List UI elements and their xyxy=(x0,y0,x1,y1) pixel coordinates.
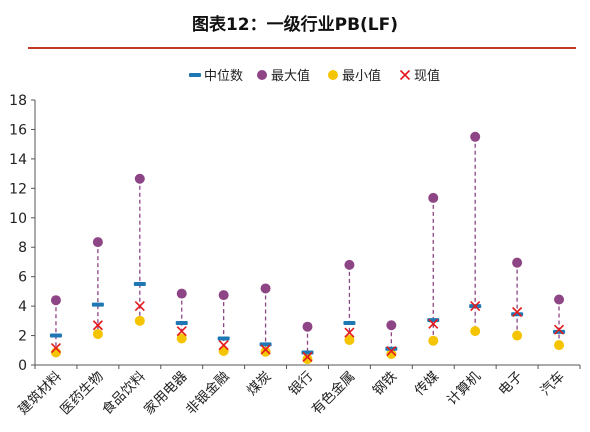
max-point xyxy=(218,290,229,301)
y-tick-label: 18 xyxy=(9,93,27,109)
y-tick-label: 0 xyxy=(18,358,27,374)
current-mark xyxy=(386,345,397,357)
current-mark xyxy=(218,340,229,351)
min-point xyxy=(512,330,523,341)
median-mark xyxy=(217,336,230,341)
legend-label: 中位数 xyxy=(204,69,243,84)
min-point xyxy=(554,340,565,351)
min-point xyxy=(302,354,313,365)
median-mark xyxy=(343,321,356,326)
legend-label: 现值 xyxy=(414,68,440,84)
y-tick-label: 12 xyxy=(9,181,27,197)
x-category-label: 医药生物 xyxy=(57,369,106,418)
max-point xyxy=(260,283,271,294)
x-category-label: 有色金属 xyxy=(308,368,358,418)
min-point xyxy=(92,329,103,340)
min-point xyxy=(386,348,397,359)
current-mark xyxy=(344,327,355,338)
legend-min-symbol xyxy=(328,70,338,80)
x-category-label: 银行 xyxy=(286,369,316,399)
max-point xyxy=(386,320,397,331)
current-mark xyxy=(302,351,313,362)
y-tick-label: 10 xyxy=(9,211,27,227)
x-category-label: 建筑材料 xyxy=(15,368,65,418)
y-tick-label: 8 xyxy=(18,240,27,256)
y-tick-label: 2 xyxy=(18,329,27,345)
median-mark xyxy=(91,302,104,307)
x-category-label: 煤炭 xyxy=(244,369,274,399)
current-mark xyxy=(176,326,187,337)
max-point xyxy=(512,257,523,268)
legend-max-symbol xyxy=(257,70,267,80)
median-mark xyxy=(175,321,188,326)
title-rule xyxy=(28,47,576,49)
min-point xyxy=(134,315,145,326)
current-mark xyxy=(512,306,523,318)
median-mark xyxy=(133,282,146,287)
max-point xyxy=(554,294,565,305)
max-point xyxy=(134,173,145,184)
current-mark xyxy=(92,320,103,331)
current-mark xyxy=(134,301,145,312)
min-point xyxy=(260,346,271,357)
min-point xyxy=(470,326,481,337)
max-point xyxy=(344,259,355,270)
median-mark xyxy=(259,342,272,347)
current-mark xyxy=(50,343,62,354)
current-mark xyxy=(260,344,271,355)
max-point xyxy=(302,321,313,332)
x-category-label: 汽车 xyxy=(537,368,568,399)
x-category-label: 非银金融 xyxy=(183,368,233,418)
legend-label: 最大值 xyxy=(271,68,310,84)
max-point xyxy=(176,288,187,299)
y-tick-label: 6 xyxy=(18,270,27,286)
max-point xyxy=(92,237,103,248)
y-tick-label: 16 xyxy=(9,122,27,138)
current-mark xyxy=(470,301,481,312)
current-mark xyxy=(553,324,565,335)
min-point xyxy=(344,334,355,345)
x-category-label: 家用电器 xyxy=(140,367,191,418)
max-point xyxy=(470,131,481,142)
legend-median-symbol xyxy=(189,73,201,77)
x-category-label: 电子 xyxy=(496,369,526,399)
x-category-label: 钢铁 xyxy=(370,368,401,399)
legend-current-symbol xyxy=(399,69,411,81)
x-category-label: 计算机 xyxy=(444,368,484,408)
x-category-label: 食品饮料 xyxy=(98,367,149,418)
y-tick-label: 4 xyxy=(18,299,27,315)
legend-label: 最小值 xyxy=(342,68,381,84)
min-point xyxy=(428,335,439,346)
median-mark xyxy=(49,333,62,338)
chart-title: 图表12：一级行业PB(LF) xyxy=(191,15,399,35)
y-tick-label: 14 xyxy=(9,152,27,168)
x-category-label: 传媒 xyxy=(412,368,443,399)
max-point xyxy=(50,295,61,306)
max-point xyxy=(428,192,439,203)
min-point xyxy=(176,333,187,344)
current-mark xyxy=(428,318,439,329)
